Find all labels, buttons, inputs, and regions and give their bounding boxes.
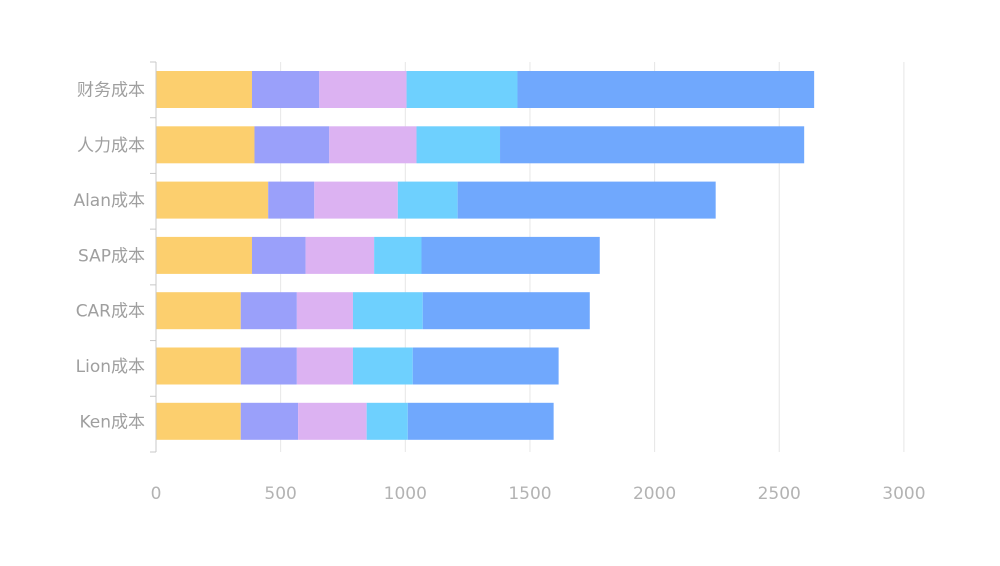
bar-segment [500,126,805,164]
bar-segment [305,236,375,274]
bar-segment [329,126,417,164]
category-label: Ken成本 [79,412,145,432]
bar-segment [374,236,422,274]
category-label: Lion成本 [76,357,145,377]
bar-segment [298,402,367,440]
bar-segment [314,181,398,219]
bar-segment [366,402,408,440]
category-label: SAP成本 [78,246,145,266]
bar-segment [407,402,554,440]
x-tick-label: 1000 [384,484,427,504]
bar-segment [254,126,330,164]
bar-segment [156,402,241,440]
bar-segment [457,181,716,219]
bar-segment [517,71,815,108]
bar-segment [421,236,600,274]
bar-segment [156,236,252,274]
x-tick-label: 500 [264,484,296,504]
bar-segment [416,126,501,164]
bar-segment [251,71,320,108]
bar-segment [240,292,297,330]
x-tick-label: 2000 [633,484,676,504]
bars [156,71,815,440]
bar-segment [296,347,353,385]
bar-segment [156,181,269,219]
x-tick-label: 1500 [508,484,551,504]
bar-segment [240,402,299,440]
bar-segment [422,292,590,330]
x-tick-label: 3000 [882,484,925,504]
bar-segment [240,347,297,385]
y-axis [150,61,157,453]
x-tick-labels: 0 500 1000 1500 2000 2500 3000 [151,484,926,504]
bar-segment [156,71,252,108]
bar-segment [156,292,241,330]
bar-segment [156,347,241,385]
category-label: Alan成本 [73,191,145,211]
bar-segment [268,181,315,219]
category-label: CAR成本 [76,302,145,322]
bar-segment [397,181,458,219]
bar-segment [412,347,559,385]
x-tick-label: 2500 [758,484,801,504]
x-tick-label: 0 [151,484,162,504]
bar-segment [319,71,407,108]
bar-segment [296,292,353,330]
bar-segment [156,126,255,164]
category-label: 财务成本 [77,81,145,101]
category-label: 人力成本 [77,136,145,156]
bar-segment [352,347,413,385]
bar-segment [406,71,518,108]
bar-segment [352,292,423,330]
bar-segment [251,236,306,274]
